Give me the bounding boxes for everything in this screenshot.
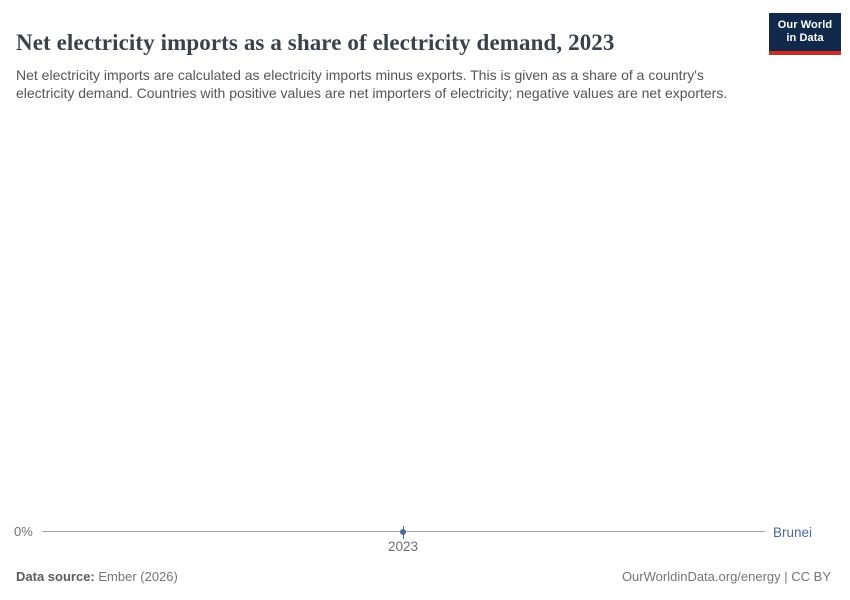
data-source-label: Data source: <box>16 569 95 584</box>
y-axis-zero-label: 0% <box>14 524 33 539</box>
chart-subtitle: Net electricity imports are calculated a… <box>16 67 728 101</box>
owid-logo-box: Our World in Data <box>769 13 841 51</box>
owid-logo[interactable]: Our World in Data <box>769 13 841 55</box>
owid-logo-line2: in Data <box>786 32 824 44</box>
series-label-brunei[interactable]: Brunei <box>773 525 813 540</box>
data-source-note: Data source: Ember (2026) <box>16 569 178 584</box>
data-source-value: Ember (2026) <box>94 569 178 584</box>
data-point-brunei-2023[interactable] <box>400 529 406 535</box>
x-axis-tick-label: 2023 <box>387 539 419 554</box>
owid-credit-link[interactable]: OurWorldinData.org/energy | CC BY <box>621 569 831 584</box>
owid-logo-redbar <box>769 51 841 55</box>
owid-logo-line1: Our World <box>777 19 833 31</box>
page-title: Net electricity imports as a share of el… <box>16 30 615 56</box>
